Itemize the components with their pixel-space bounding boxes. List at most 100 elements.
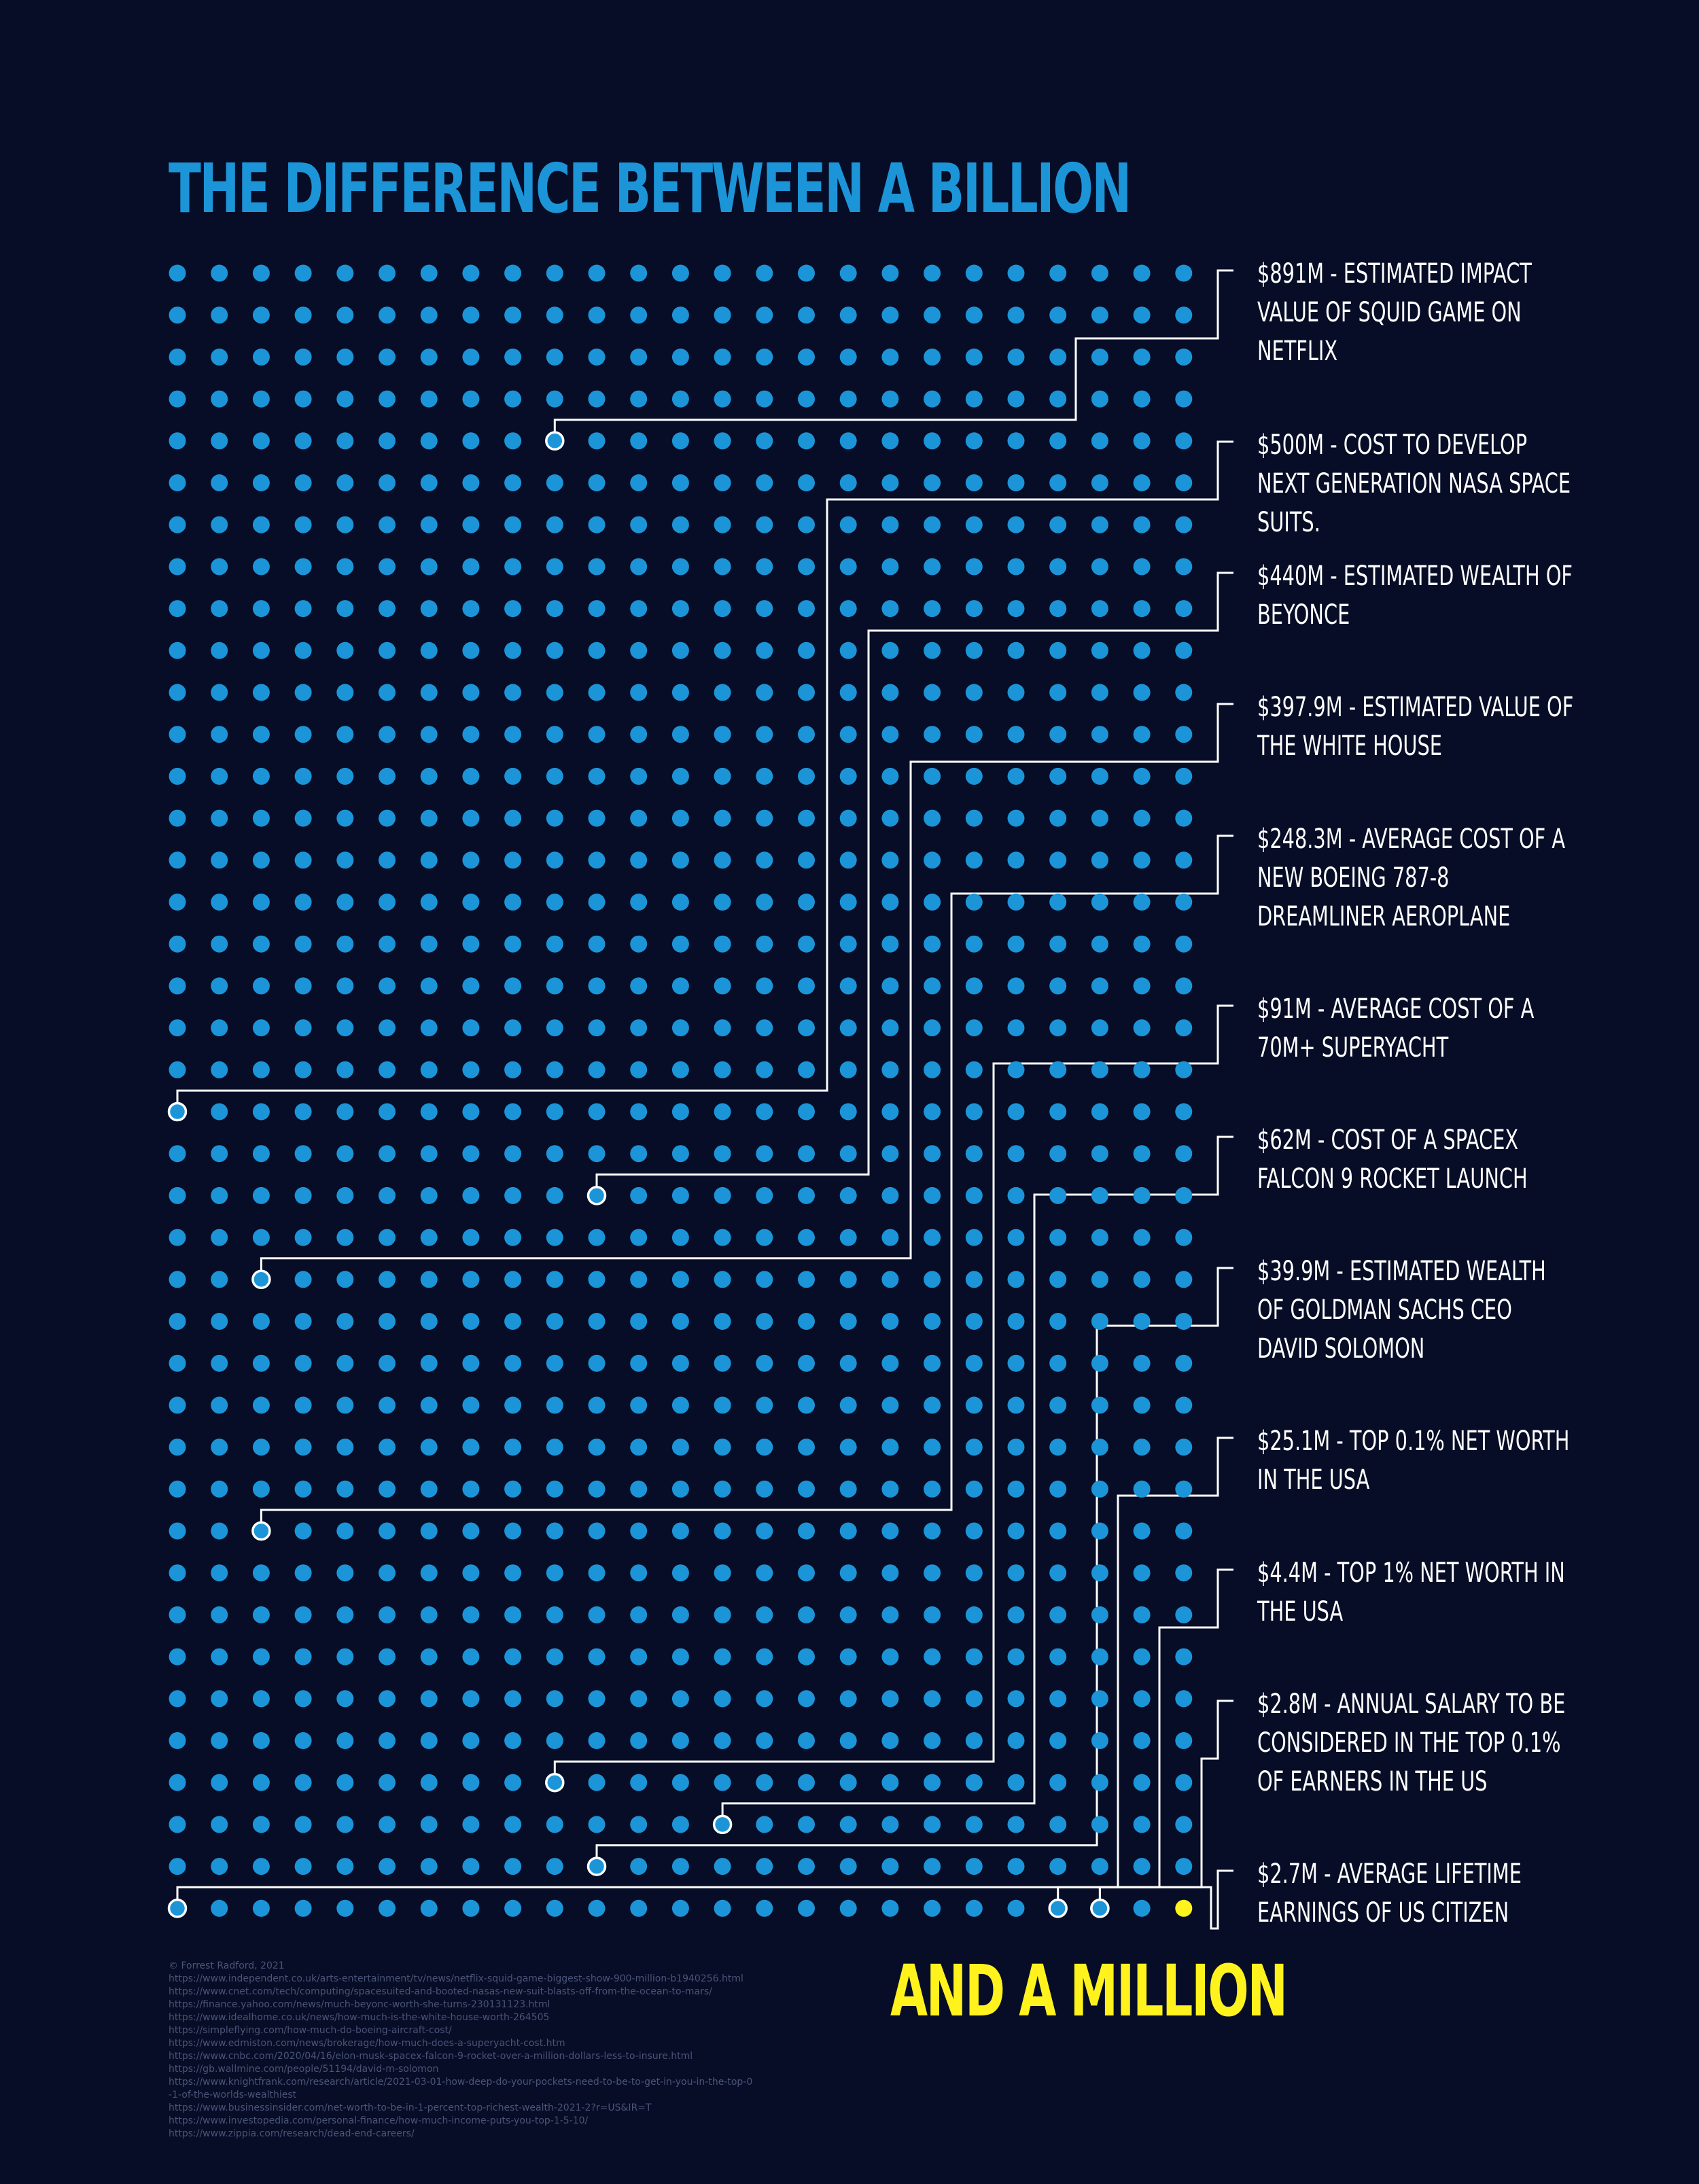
grid-dot [462, 1564, 480, 1582]
grid-dot [671, 1019, 689, 1037]
grid-dot [252, 641, 270, 659]
grid-dot [924, 935, 941, 953]
grid-dot [839, 1816, 857, 1833]
grid-dot [881, 1061, 899, 1078]
grid-dot [379, 1899, 396, 1917]
grid-dot [1091, 851, 1108, 869]
grid-dot [211, 1816, 228, 1833]
grid-dot [924, 1396, 941, 1414]
source-link[interactable]: https://www.cnbc.com/2020/04/16/elon-mus… [169, 2051, 693, 2062]
grid-dot [714, 474, 731, 491]
grid-dot [336, 1313, 354, 1330]
source-link[interactable]: https://www.investopedia.com/personal-fi… [169, 2115, 589, 2126]
grid-dot [504, 1019, 522, 1037]
grid-dot [294, 1354, 312, 1372]
annotation-text: $891M - ESTIMATED IMPACT VALUE OF SQUID … [1257, 258, 1532, 367]
grid-dot [379, 809, 396, 827]
grid-dot [924, 641, 941, 659]
grid-dot [1133, 726, 1151, 743]
grid-dot [881, 726, 899, 743]
grid-dot [965, 1019, 983, 1037]
grid-dot [504, 1858, 522, 1875]
grid-dot [671, 1396, 689, 1414]
grid-dot [924, 1354, 941, 1372]
grid-dot [546, 1816, 563, 1833]
grid-dot [965, 1858, 983, 1875]
marker-dot [1090, 1899, 1110, 1918]
grid-dot [798, 1313, 815, 1330]
source-link[interactable]: https://www.zippia.com/research/dead-end… [169, 2128, 415, 2139]
source-link[interactable]: https://www.independent.co.uk/arts-enter… [169, 1973, 743, 1984]
grid-dot [211, 977, 228, 995]
grid-dot [714, 1186, 731, 1204]
grid-dot [169, 1313, 186, 1330]
source-link[interactable]: https://www.knightfrank.com/research/art… [169, 2077, 753, 2100]
source-link[interactable]: https://gb.wallmine.com/people/51194/dav… [169, 2064, 439, 2075]
grid-dot [1175, 1145, 1193, 1163]
grid-dot [420, 1061, 438, 1078]
source-link[interactable]: https://www.edmiston.com/news/brokerage/… [169, 2038, 565, 2049]
grid-dot [1091, 1606, 1108, 1623]
grid-dot [839, 264, 857, 282]
connector-line [176, 440, 1233, 1104]
grid-dot [379, 1858, 396, 1875]
grid-dot [211, 474, 228, 491]
source-link[interactable]: https://simpleflying.com/how-much-do-boe… [169, 2025, 452, 2036]
grid-dot [211, 1271, 228, 1288]
source-link[interactable]: https://www.businessinsider.com/net-wort… [169, 2102, 652, 2113]
grid-dot [881, 935, 899, 953]
source-link[interactable]: https://www.idealhome.co.uk/news/how-muc… [169, 2012, 550, 2023]
grid-dot [336, 390, 354, 408]
grid-dot [336, 432, 354, 450]
grid-dot [211, 1145, 228, 1163]
grid-dot [336, 516, 354, 533]
grid-dot [1007, 348, 1025, 366]
grid-dot [211, 1648, 228, 1666]
grid-dot [630, 1145, 648, 1163]
source-link[interactable]: https://finance.yahoo.com/news/much-beyo… [169, 1999, 550, 2010]
grid-dot [924, 600, 941, 618]
source-link[interactable]: https://www.cnet.com/tech/computing/spac… [169, 1986, 712, 1997]
grid-dot [1091, 1019, 1108, 1037]
grid-dot [294, 1522, 312, 1540]
grid-dot [671, 767, 689, 785]
grid-dot [252, 264, 270, 282]
grid-dot [1175, 1732, 1193, 1749]
grid-dot [420, 935, 438, 953]
grid-dot [336, 1354, 354, 1372]
grid-dot [714, 558, 731, 576]
grid-dot [1091, 1061, 1108, 1078]
grid-dot [462, 1229, 480, 1246]
grid-dot [379, 1648, 396, 1666]
grid-dot [671, 306, 689, 324]
grid-dot [671, 600, 689, 618]
grid-dot [1049, 390, 1067, 408]
grid-dot [1133, 1354, 1151, 1372]
grid-dot [798, 1229, 815, 1246]
grid-dot [798, 1732, 815, 1749]
grid-dot [1133, 767, 1151, 785]
grid-dot [462, 1396, 480, 1414]
grid-dot [1007, 390, 1025, 408]
grid-dot [1133, 977, 1151, 995]
grid-dot [798, 1061, 815, 1078]
grid-dot [924, 390, 941, 408]
grid-dot [839, 1522, 857, 1540]
grid-dot [420, 1564, 438, 1582]
annotation-label: $440M - ESTIMATED WEALTH OF BEYONCE [1257, 557, 1573, 635]
connector-line [595, 571, 1233, 1187]
grid-dot [169, 264, 186, 282]
grid-dot [630, 516, 648, 533]
grid-dot [965, 1103, 983, 1121]
grid-dot [336, 1396, 354, 1414]
grid-dot [294, 1606, 312, 1623]
grid-dot [671, 977, 689, 995]
grid-dot [169, 1480, 186, 1498]
grid-dot [798, 1186, 815, 1204]
grid-dot [630, 432, 648, 450]
grid-dot [924, 809, 941, 827]
grid-dot [1049, 600, 1067, 618]
grid-dot [1133, 1690, 1151, 1708]
source-list: https://www.independent.co.uk/arts-enter… [169, 1973, 753, 2141]
grid-dot [336, 894, 354, 911]
